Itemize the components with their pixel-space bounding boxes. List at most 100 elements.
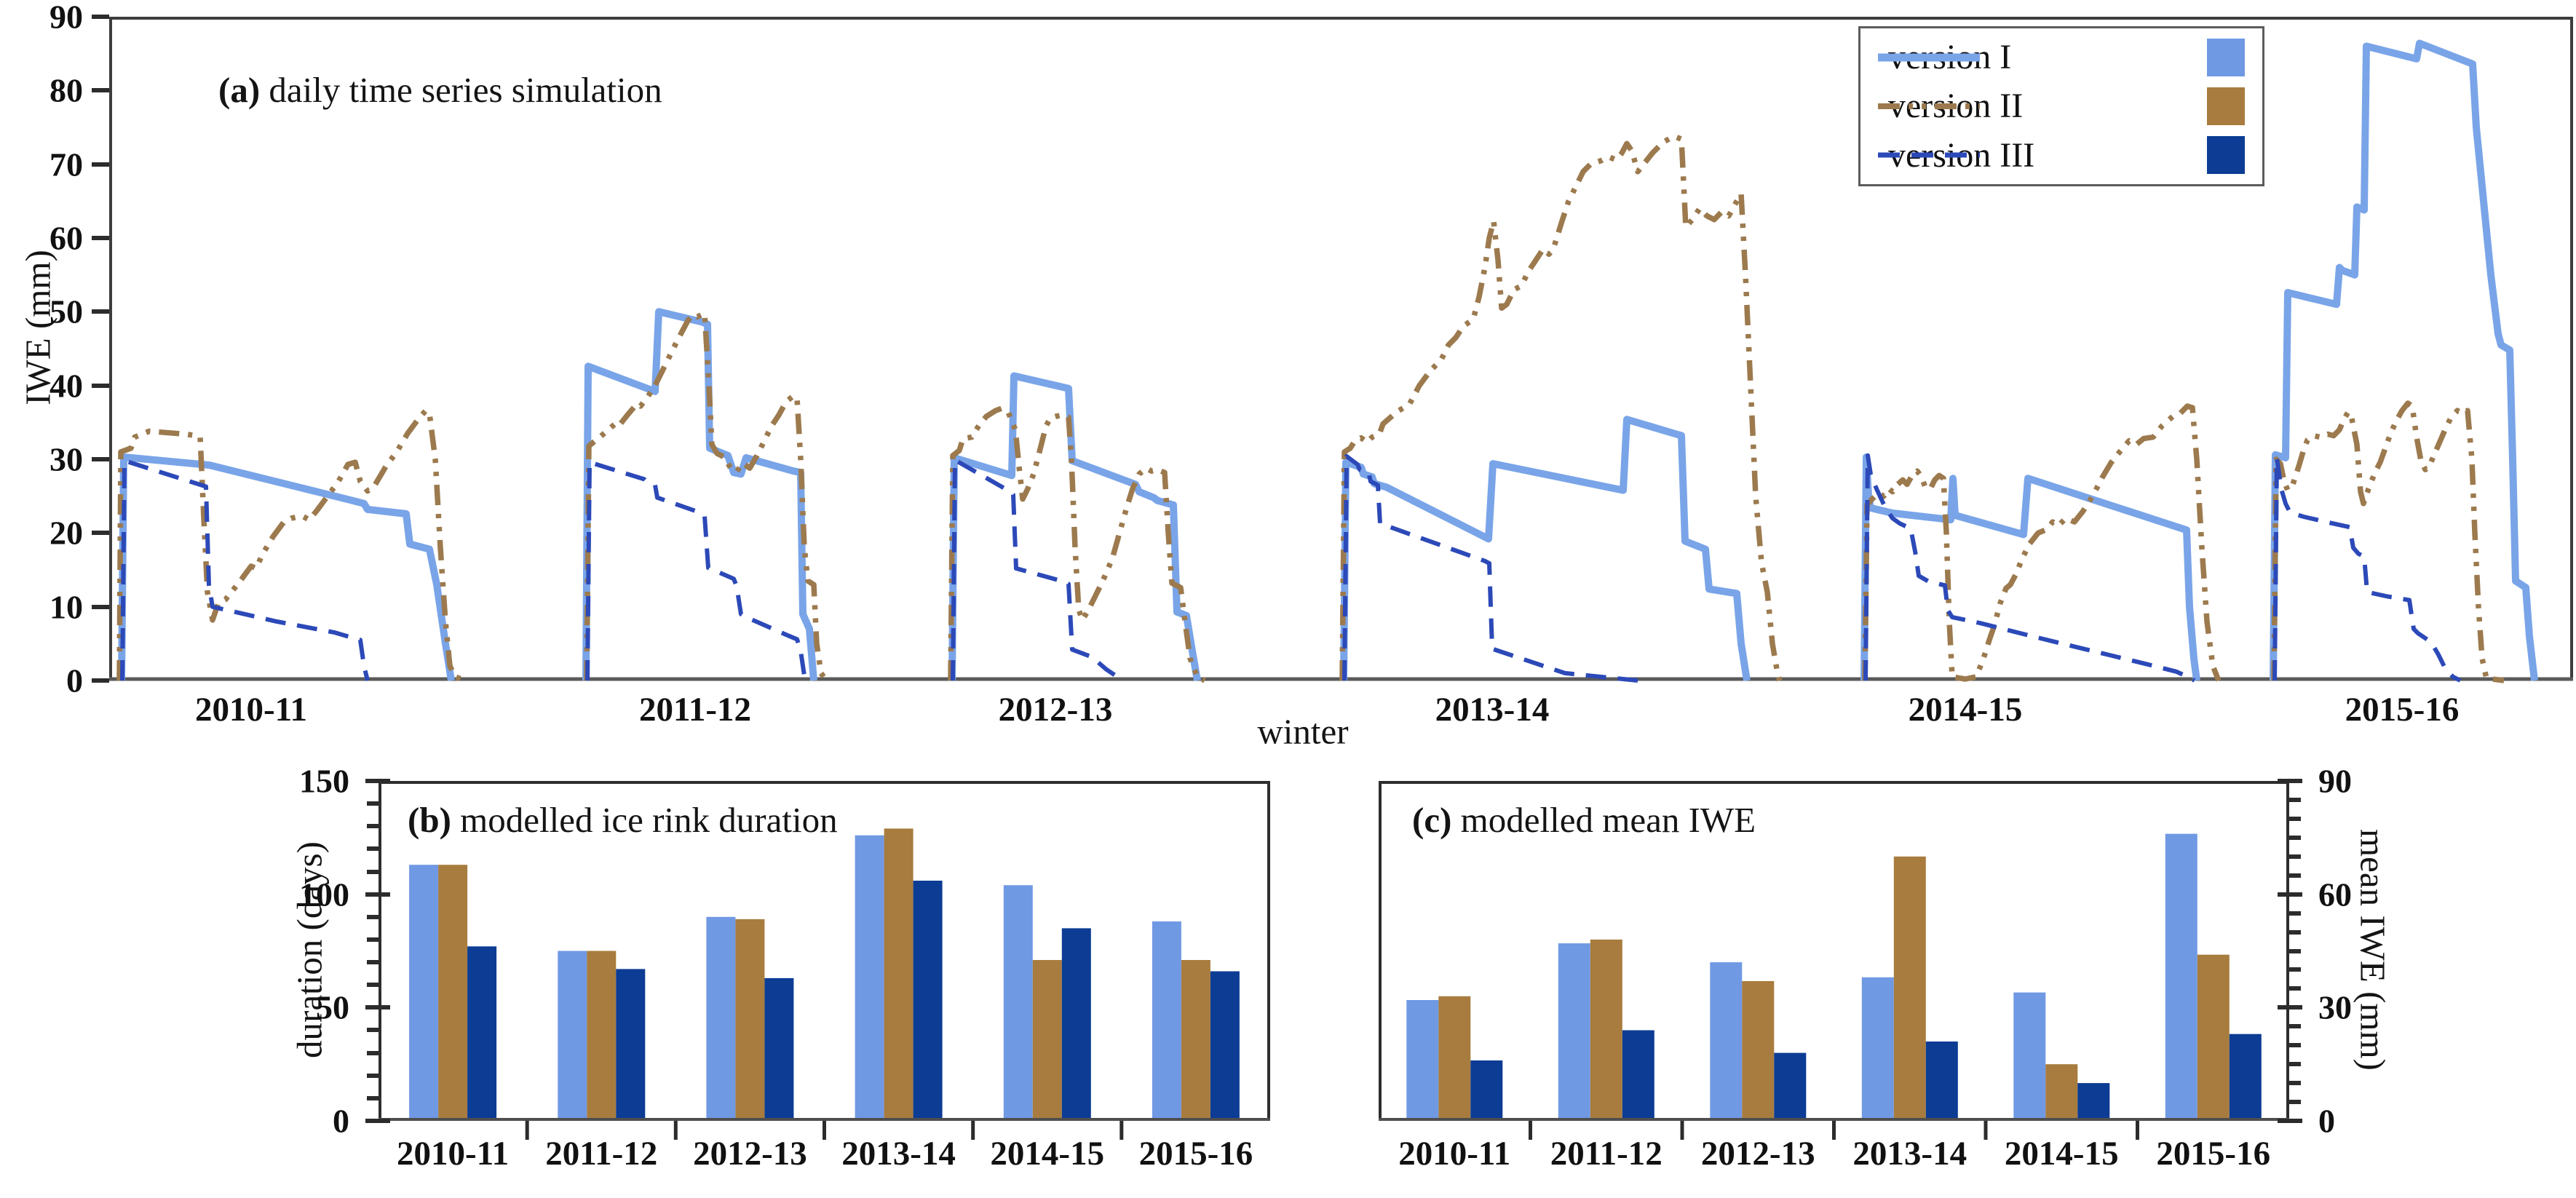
panel-a-x-label-2014-15: 2014-15 xyxy=(1908,691,2023,729)
series-version-III-winter-2010-11 xyxy=(120,459,370,681)
bar-c-2015-16-version-I xyxy=(2165,833,2197,1121)
legend-line-version-1-icon xyxy=(1878,53,1980,62)
panel-b-y-tick-130 xyxy=(367,824,379,829)
bar-b-2011-12-version-II xyxy=(587,951,617,1121)
series-version-II-winter-2015-16 xyxy=(2271,400,2505,683)
series-version-III-winter-2011-12 xyxy=(585,460,807,681)
panel-c-y-tick-label-0: 0 xyxy=(2318,1102,2335,1140)
bar-c-2014-15-version-III xyxy=(2077,1083,2110,1121)
panel-c-y-tick-label-90: 90 xyxy=(2318,762,2352,800)
panel-c-y-tick-90 xyxy=(2278,779,2302,783)
series-version-II-winter-2012-13 xyxy=(948,405,1206,683)
bar-c-2011-12-version-III xyxy=(1622,1030,1654,1121)
panel-a-x-label-2013-14: 2013-14 xyxy=(1435,691,1550,729)
panel-a-title-prefix: (a) xyxy=(218,70,261,110)
bar-c-2010-11-version-I xyxy=(1406,1000,1439,1121)
panel-b-plot xyxy=(379,781,1270,1140)
panel-a-y-tick-label-20: 20 xyxy=(49,514,83,552)
panel-b-y-tick-label-100: 100 xyxy=(299,876,349,913)
bar-c-2010-11-version-III xyxy=(1470,1060,1503,1121)
legend-line-version-3-icon xyxy=(1878,152,1980,158)
panel-a-x-label-2015-16: 2015-16 xyxy=(2345,691,2460,729)
legend-swatch-version-1 xyxy=(2207,38,2245,76)
panel-a-x-label-2011-12: 2011-12 xyxy=(638,691,752,729)
panel-b-y-tick-label-50: 50 xyxy=(316,988,349,1026)
panel-a-y-tick-90 xyxy=(92,15,109,19)
panel-a-x-label-2012-13: 2012-13 xyxy=(998,691,1113,729)
panel-a-y-tick-label-90: 90 xyxy=(49,0,83,36)
series-version-II-winter-2014-15 xyxy=(1862,403,2222,682)
panel-b-title: (b) modelled ice rink duration xyxy=(408,799,838,841)
bar-b-2012-13-version-I xyxy=(706,916,736,1121)
panel-a-y-tick-80 xyxy=(92,88,109,93)
panel-b-x-label-2013-14: 2013-14 xyxy=(841,1135,956,1173)
panel-a-y-tick-30 xyxy=(92,457,109,461)
panel-b-x-label-2012-13: 2012-13 xyxy=(693,1135,807,1173)
panel-c-plot xyxy=(1379,781,2289,1140)
bar-c-2015-16-version-II xyxy=(2197,954,2230,1121)
panel-c-x-label-2014-15: 2014-15 xyxy=(2004,1135,2119,1173)
series-version-I-winter-2015-16 xyxy=(2270,39,2538,681)
bar-c-2012-13-version-II xyxy=(1742,981,1775,1121)
series-version-I-winter-2010-11 xyxy=(118,453,455,681)
legend: version I version II version III xyxy=(1858,26,2264,186)
series-version-I-winter-2014-15 xyxy=(1860,453,2200,681)
legend-swatch-version-3 xyxy=(2207,136,2245,175)
panel-b-x-label-2015-16: 2015-16 xyxy=(1138,1135,1253,1173)
panel-c-y-tick-85 xyxy=(2289,797,2301,802)
panel-c-y-tick-40 xyxy=(2289,967,2301,972)
bar-b-2012-13-version-III xyxy=(764,977,794,1121)
panel-c-x-label-2015-16: 2015-16 xyxy=(2156,1135,2271,1173)
panel-a-plot xyxy=(109,17,2573,683)
legend-swatch-version-2 xyxy=(2207,87,2245,125)
panel-b-y-tick-10 xyxy=(367,1095,379,1100)
bar-c-2013-14-version-III xyxy=(1925,1042,1958,1121)
series-version-I-winter-2012-13 xyxy=(948,372,1201,681)
series-version-III-winter-2015-16 xyxy=(2272,456,2462,683)
panel-a-y-tick-label-60: 60 xyxy=(49,219,83,257)
panel-b-y-tick-110 xyxy=(367,869,379,874)
panel-a-x-label-2010-11: 2010-11 xyxy=(194,691,308,729)
panel-a-y-tick-label-40: 40 xyxy=(49,367,83,405)
panel-a-y-tick-label-80: 80 xyxy=(49,71,83,109)
panel-c-y-tick-35 xyxy=(2289,986,2301,991)
panel-c-y-tick-55 xyxy=(2289,911,2301,916)
bar-c-2012-13-version-III xyxy=(1774,1052,1807,1121)
bar-c-2015-16-version-III xyxy=(2229,1034,2262,1121)
panel-a-y-tick-label-70: 70 xyxy=(49,146,83,183)
bar-b-2010-11-version-I xyxy=(409,865,439,1121)
panel-a-y-tick-label-30: 30 xyxy=(49,440,83,478)
panel-a-title-text: daily time series simulation xyxy=(260,70,662,110)
panel-a-y-tick-0 xyxy=(92,678,109,683)
panel-c-y-tick-75 xyxy=(2289,835,2301,840)
panel-b-title-text: modelled ice rink duration xyxy=(451,800,838,840)
bar-b-2010-11-version-III xyxy=(467,946,497,1121)
panel-b-y-tick-150 xyxy=(365,779,390,783)
bar-b-2012-13-version-II xyxy=(735,919,765,1121)
bar-b-2014-15-version-I xyxy=(1003,885,1033,1121)
panel-b-y-tick-50 xyxy=(365,1005,390,1010)
bar-c-2011-12-version-II xyxy=(1590,939,1622,1121)
panel-c-y-tick-80 xyxy=(2289,816,2301,821)
panel-c-y-tick-10 xyxy=(2289,1081,2301,1086)
panel-c-y-tick-15 xyxy=(2289,1062,2301,1067)
panel-c-y-tick-25 xyxy=(2289,1024,2301,1029)
legend-line-version-2-icon xyxy=(1878,103,1980,109)
panel-c-x-label-2013-14: 2013-14 xyxy=(1852,1135,1967,1173)
bar-b-2015-16-version-II xyxy=(1181,960,1210,1121)
bar-c-2014-15-version-I xyxy=(2013,992,2046,1121)
panel-b-y-tick-70 xyxy=(367,960,379,965)
panel-b-y-tick-label-150: 150 xyxy=(299,762,349,800)
panel-b-x-label-2011-12: 2011-12 xyxy=(545,1135,658,1173)
bar-c-2011-12-version-I xyxy=(1558,943,1590,1121)
panel-c-title-prefix: (c) xyxy=(1412,800,1452,840)
panel-a-title: (a) daily time series simulation xyxy=(218,69,662,111)
bar-b-2010-11-version-II xyxy=(438,865,468,1121)
panel-c-y-tick-20 xyxy=(2289,1043,2301,1048)
panel-c-y-tick-30 xyxy=(2278,1005,2302,1010)
bar-b-2013-14-version-II xyxy=(884,828,914,1121)
bar-b-2011-12-version-III xyxy=(616,969,646,1121)
panel-c-y-tick-45 xyxy=(2289,948,2301,953)
panel-c-y-tick-label-60: 60 xyxy=(2318,876,2352,913)
